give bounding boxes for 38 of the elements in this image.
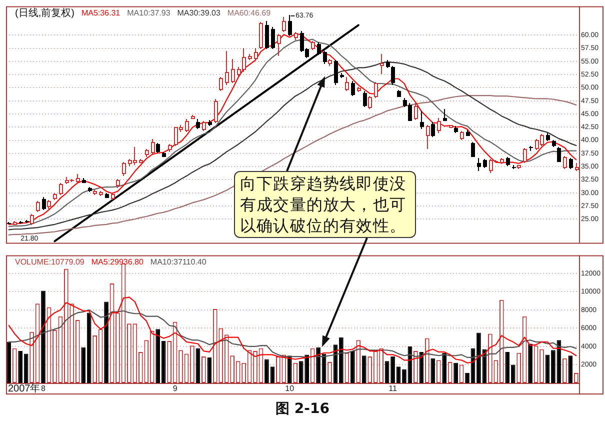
bar [287,356,292,383]
bar [304,354,310,383]
text: MA60:46.69 [227,8,272,18]
bar [362,356,366,383]
chart-title: (日线,前复权) [15,6,74,19]
bar [339,337,344,383]
text: MA10:37.93 [127,8,171,18]
text: MA10:37110.40 [150,257,207,266]
bar [298,361,304,383]
x-tick-label: 8 [41,384,46,394]
bar [41,290,46,383]
series-label: VOLUME:10779.09 [15,257,85,266]
text: MA5:29936.80 [91,257,144,266]
bar [402,369,406,383]
bar [465,372,470,383]
bar [528,344,532,383]
x-tick-label: 9 [172,384,178,394]
x-axis-title: 2007年 [8,382,40,394]
bar [551,350,556,383]
x-tick-label: 11 [388,384,398,394]
bar [316,347,320,383]
caption: 图 2-16 [274,400,330,418]
bar [442,352,447,383]
bar [104,302,108,383]
text: MA30:39.03 [177,8,221,18]
bar [476,332,481,383]
bar [207,357,212,383]
bar [6,342,12,383]
bar [419,352,424,383]
annotation: 向下跌穿趋势线即使没有成交量的放大，也可以确认破位的有效性。 [234,171,416,238]
bar [350,351,355,383]
bar [264,359,269,383]
x-tick-label: 10 [285,384,295,394]
bar [390,356,395,383]
text: MA5:36.31 [81,8,121,18]
bar [430,358,436,383]
bar [454,362,458,383]
bar [568,356,573,383]
